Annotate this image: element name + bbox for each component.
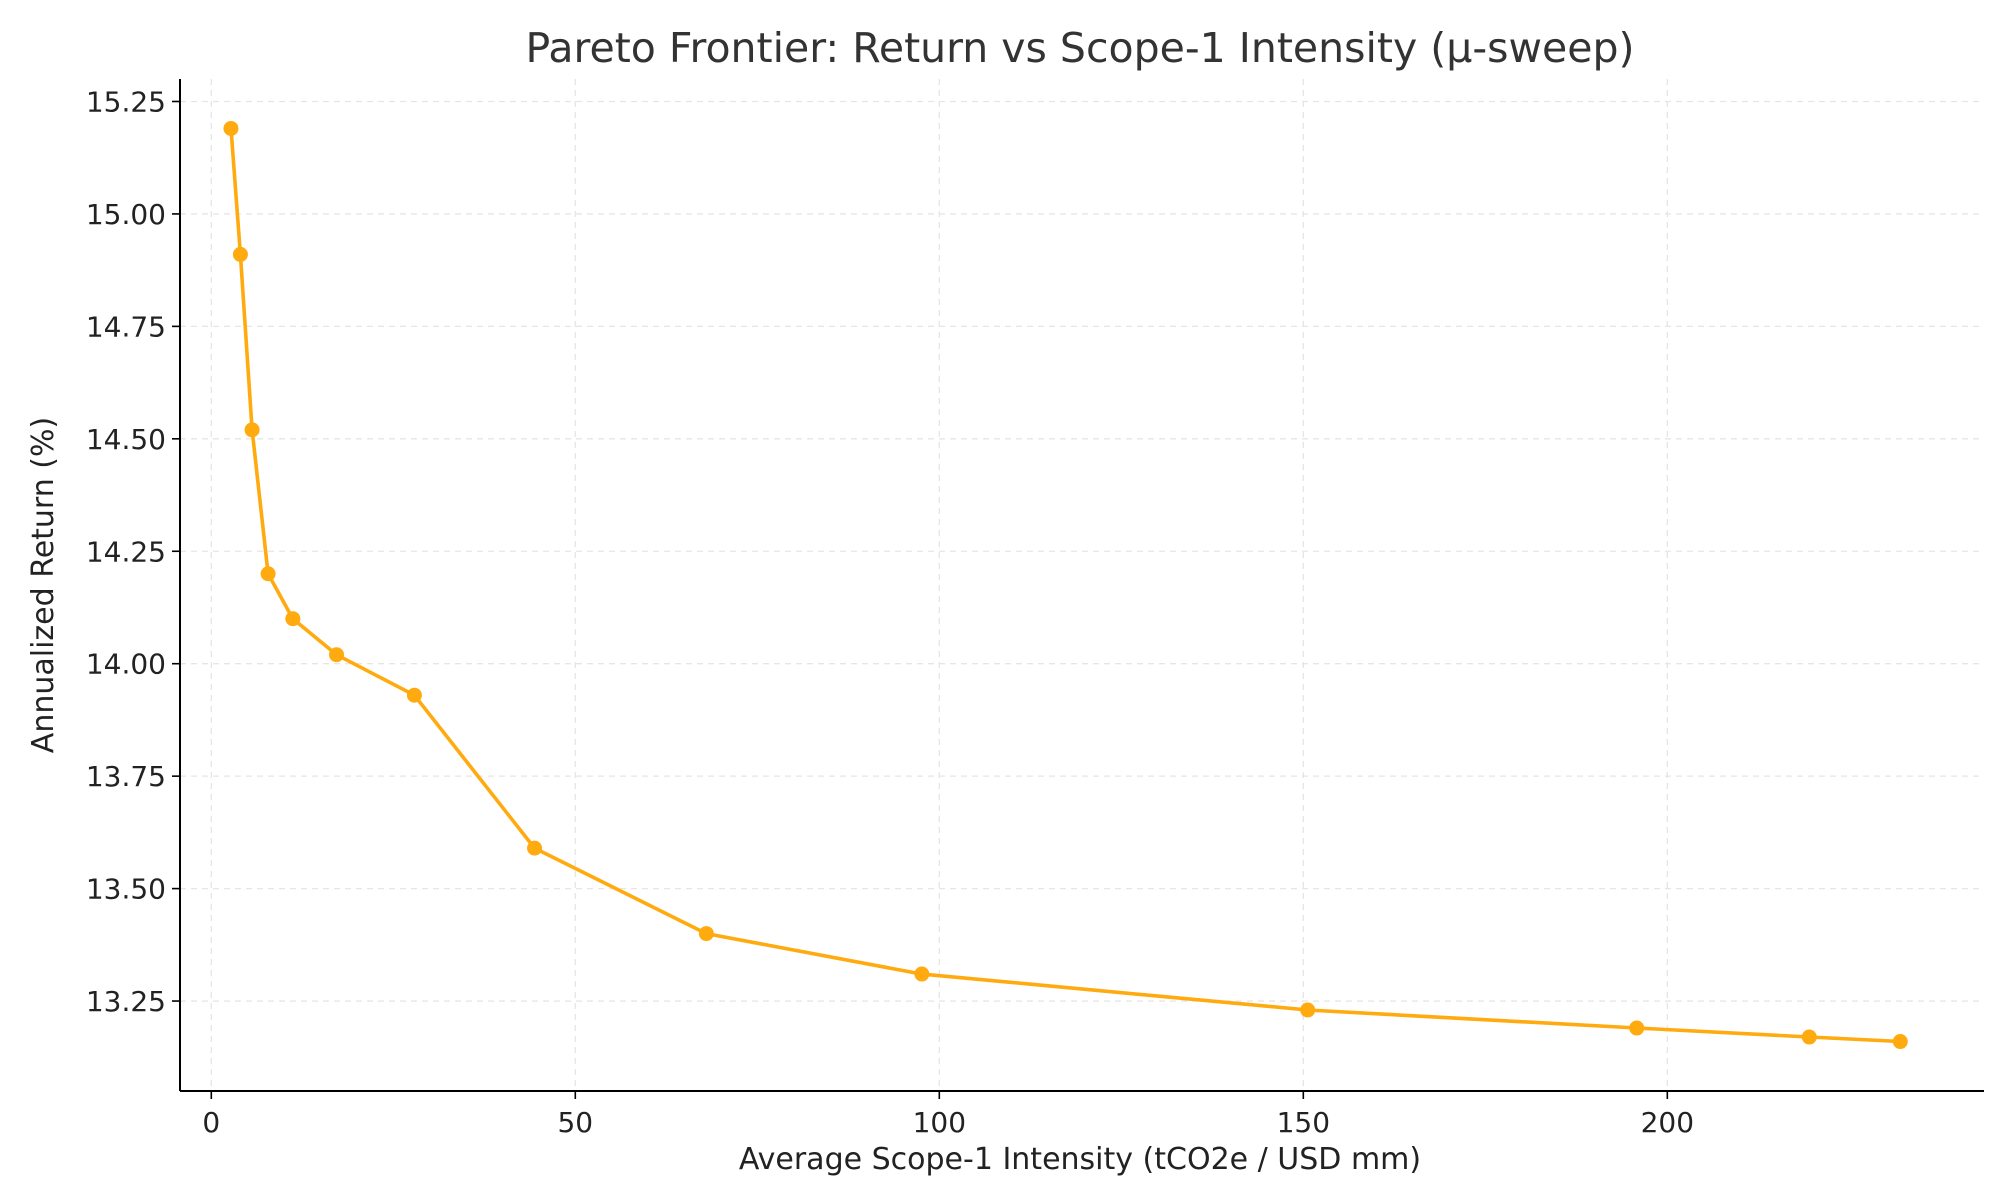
data-point bbox=[914, 966, 930, 982]
data-point bbox=[232, 246, 248, 262]
data-point bbox=[244, 422, 260, 438]
y-tick-label: 14.25 bbox=[86, 535, 166, 568]
data-point bbox=[1801, 1029, 1817, 1045]
y-tick-label: 14.50 bbox=[86, 423, 166, 456]
x-tick-label: 50 bbox=[557, 1106, 593, 1139]
x-tick-label: 0 bbox=[202, 1106, 220, 1139]
data-point bbox=[260, 566, 276, 582]
y-tick-label: 14.75 bbox=[86, 310, 166, 343]
series-line bbox=[229, 128, 1901, 1044]
y-tick-label: 13.75 bbox=[86, 760, 166, 793]
axes bbox=[179, 79, 1984, 1092]
data-point bbox=[285, 611, 301, 627]
x-tick-label: 100 bbox=[913, 1106, 966, 1139]
data-point bbox=[223, 120, 239, 136]
data-point bbox=[406, 687, 422, 703]
y-tick-label: 15.00 bbox=[86, 198, 166, 231]
data-point bbox=[1300, 1002, 1316, 1018]
y-tick-label: 14.00 bbox=[86, 648, 166, 681]
data-point bbox=[329, 647, 345, 663]
x-tick-label: 150 bbox=[1277, 1106, 1330, 1139]
data-point bbox=[527, 840, 543, 856]
y-tick-label: 13.25 bbox=[86, 985, 166, 1018]
y-tick-label: 15.25 bbox=[86, 85, 166, 118]
data-point bbox=[698, 926, 714, 942]
ticks: 0 50 100 150 200 13.25 13.50 13.75 14.00 14.25 14.… bbox=[86, 85, 1694, 1139]
y-tick-label: 13.50 bbox=[86, 873, 166, 906]
data-point bbox=[1629, 1020, 1645, 1036]
grid bbox=[180, 79, 1984, 1091]
series bbox=[223, 120, 1908, 1050]
x-axis-label: Average Scope-1 Intensity (tCO2e / USD m… bbox=[739, 1142, 1421, 1177]
chart-title: Pareto Frontier: Return vs Scope-1 Inten… bbox=[526, 24, 1635, 72]
y-axis-label: Annualized Return (%) bbox=[26, 417, 61, 753]
x-tick-label: 200 bbox=[1641, 1106, 1694, 1139]
data-point bbox=[1892, 1034, 1908, 1050]
